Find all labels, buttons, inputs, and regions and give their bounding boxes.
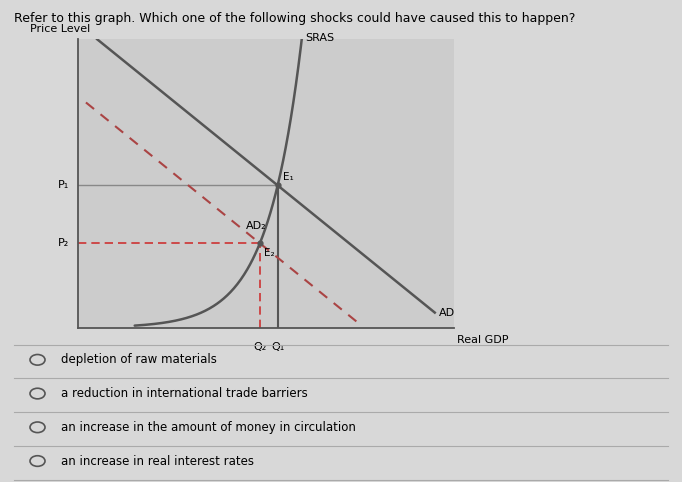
Text: E₂: E₂ [264,248,274,257]
Text: AD₂: AD₂ [246,221,266,230]
Text: SRAS: SRAS [306,33,334,43]
Text: P₂: P₂ [58,238,69,248]
Text: Q₁: Q₁ [271,342,284,352]
Text: an increase in real interest rates: an increase in real interest rates [61,455,254,468]
Text: depletion of raw materials: depletion of raw materials [61,353,218,366]
Text: E₁: E₁ [283,173,294,183]
Text: Real GDP: Real GDP [457,335,509,345]
Text: Refer to this graph. Which one of the following shocks could have caused this to: Refer to this graph. Which one of the fo… [14,12,575,25]
Text: Price Level: Price Level [30,24,90,34]
Text: a reduction in international trade barriers: a reduction in international trade barri… [61,387,308,400]
Text: an increase in the amount of money in circulation: an increase in the amount of money in ci… [61,421,356,434]
Text: Q₂: Q₂ [253,342,267,352]
Text: P₁: P₁ [58,180,69,190]
Text: AD: AD [439,308,455,318]
